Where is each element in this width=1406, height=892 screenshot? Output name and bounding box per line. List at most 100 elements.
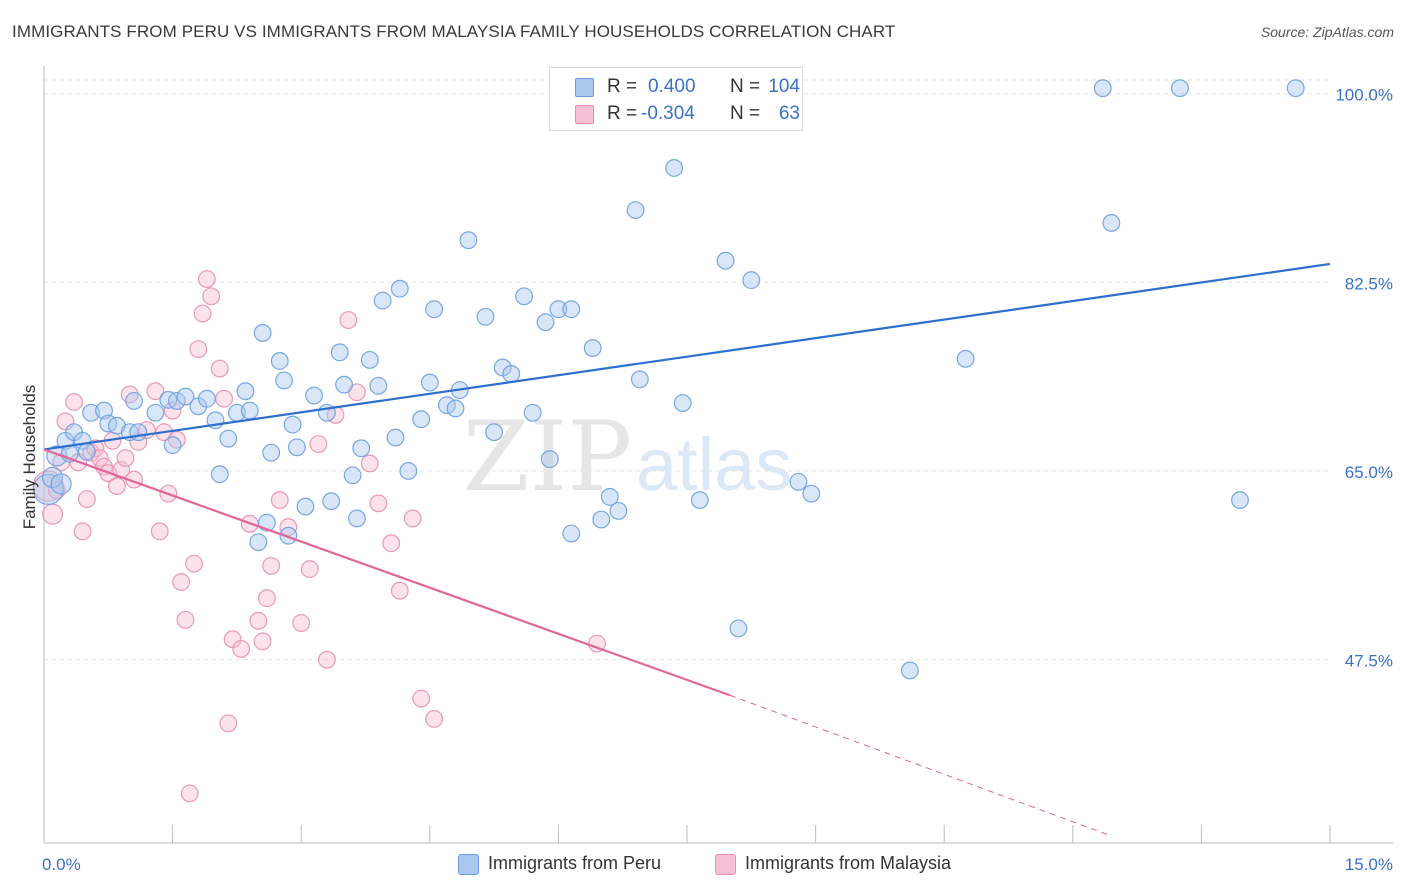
point-malaysia (41, 503, 64, 525)
tick-labels: 47.5% 65.0% 82.5% 100.0% 0.0% 15.0% (42, 86, 1393, 874)
point-malaysia (185, 554, 203, 573)
legend-r-label: R = (607, 103, 638, 124)
point-peru (176, 387, 195, 406)
point-peru (425, 300, 444, 319)
point-peru (287, 438, 306, 457)
point-peru (592, 510, 611, 529)
point-peru (77, 442, 96, 461)
legend-swatch-peru (575, 78, 594, 97)
x-tick-label-max: 15.0% (1345, 855, 1393, 874)
correlation-legend: R = 0.400 N = 104 R = -0.304 N = 63 (549, 67, 803, 131)
point-peru (459, 231, 478, 250)
point-malaysia (116, 449, 135, 467)
point-peru (1171, 79, 1189, 98)
point-peru (716, 251, 735, 270)
point-malaysia (317, 650, 336, 669)
point-peru (609, 501, 628, 520)
point-malaysia (369, 494, 388, 513)
point-peru (305, 386, 323, 405)
point-peru (673, 394, 692, 412)
point-malaysia (180, 784, 199, 803)
point-peru (129, 423, 148, 442)
point-peru (446, 399, 465, 418)
point-malaysia (360, 454, 379, 473)
point-peru (283, 415, 302, 434)
point-peru (540, 450, 559, 469)
point-malaysia (257, 589, 276, 608)
bottom-legend-swatch-malaysia (715, 854, 736, 875)
point-peru (369, 376, 388, 395)
y-tick-label: 100.0% (1335, 86, 1393, 105)
point-peru (41, 466, 64, 489)
point-peru (50, 473, 72, 495)
point-peru (270, 352, 289, 370)
point-peru (549, 300, 568, 319)
point-peru (900, 661, 919, 680)
point-peru (210, 465, 229, 484)
point-malaysia (210, 359, 229, 378)
point-peru (322, 492, 341, 511)
point-malaysia (202, 287, 221, 306)
point-peru (399, 462, 418, 480)
point-peru (146, 403, 165, 422)
point-peru (1231, 491, 1249, 510)
legend-n-label: N = (730, 103, 761, 124)
trend-lines (43, 262, 1331, 835)
legend-n-value-malaysia: 63 (778, 103, 800, 124)
watermark-zip: ZIP (463, 401, 632, 513)
point-peru (386, 428, 405, 447)
point-malaysia (77, 490, 96, 508)
point-peru (412, 410, 431, 429)
point-peru (583, 339, 602, 357)
trend-line-malaysia (43, 448, 731, 697)
point-peru (352, 439, 371, 458)
gridlines (44, 79, 1330, 661)
point-malaysia (176, 610, 195, 629)
point-malaysia (150, 522, 169, 541)
point-malaysia (197, 270, 216, 288)
point-peru (665, 159, 684, 177)
point-peru (956, 349, 975, 368)
point-peru (279, 526, 298, 545)
x-tick-label-min: 0.0% (42, 855, 81, 874)
point-peru (360, 350, 379, 369)
point-peru (249, 533, 268, 552)
legend-r-label: R = (607, 76, 638, 97)
point-peru (523, 403, 542, 422)
point-malaysia (163, 401, 182, 420)
point-peru (275, 371, 293, 390)
point-malaysia (47, 481, 66, 500)
point-peru (219, 429, 238, 448)
point-peru (690, 491, 709, 510)
point-malaysia (215, 389, 233, 408)
axes (43, 66, 1393, 844)
point-malaysia (172, 573, 191, 591)
legend-r-value-malaysia: -0.304 (641, 103, 695, 124)
point-peru (729, 619, 748, 638)
point-malaysia (300, 560, 319, 579)
point-malaysia (270, 491, 289, 510)
series-peru-points (32, 79, 1305, 680)
point-peru (343, 466, 362, 485)
point-malaysia (309, 435, 328, 453)
point-malaysia (189, 340, 208, 359)
point-malaysia (73, 522, 92, 541)
y-tick-label: 82.5% (1345, 274, 1393, 293)
point-malaysia (193, 304, 212, 323)
point-peru (802, 484, 821, 503)
point-malaysia (249, 611, 268, 630)
point-peru (536, 313, 555, 332)
legend-swatch-malaysia (575, 105, 594, 124)
point-malaysia (339, 311, 358, 329)
point-peru (626, 201, 645, 219)
point-malaysia (390, 581, 409, 600)
point-peru (262, 443, 281, 462)
point-malaysia (232, 639, 251, 658)
source-label: Source: ZipAtlas.com (1260, 24, 1394, 40)
watermark: ZIP atlas (463, 401, 793, 513)
y-tick-label: 47.5% (1345, 652, 1393, 671)
point-peru (390, 279, 409, 298)
point-peru (600, 487, 619, 506)
point-malaysia (65, 393, 83, 411)
legend-row-malaysia: R = -0.304 N = 63 (550, 101, 802, 127)
